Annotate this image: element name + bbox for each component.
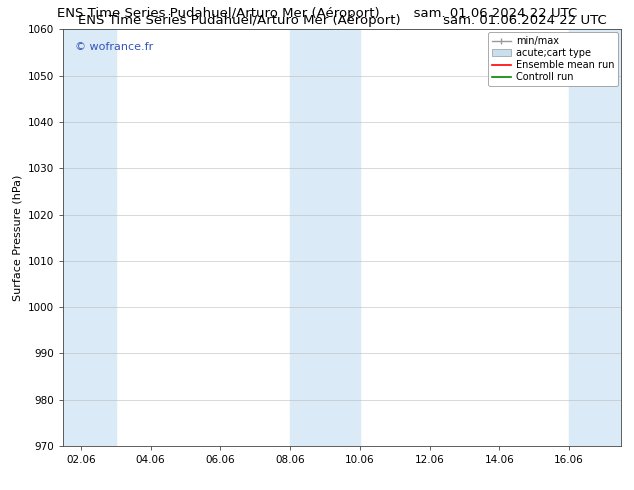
Y-axis label: Surface Pressure (hPa): Surface Pressure (hPa) bbox=[13, 174, 23, 301]
Text: © wofrance.fr: © wofrance.fr bbox=[75, 42, 153, 52]
Bar bbox=[63, 29, 115, 446]
Bar bbox=[290, 29, 359, 446]
Legend: min/max, acute;cart type, Ensemble mean run, Controll run: min/max, acute;cart type, Ensemble mean … bbox=[488, 32, 618, 86]
Text: ENS Time Series Pudahuel/Arturo Mer (Aéroport)        sam. 01.06.2024 22 UTC: ENS Time Series Pudahuel/Arturo Mer (Aér… bbox=[57, 7, 577, 21]
Bar bbox=[569, 29, 621, 446]
Title: ENS Time Series Pudahuel/Arturo Mer (Aéroport)          sam. 01.06.2024 22 UTC: ENS Time Series Pudahuel/Arturo Mer (Aér… bbox=[78, 14, 607, 27]
